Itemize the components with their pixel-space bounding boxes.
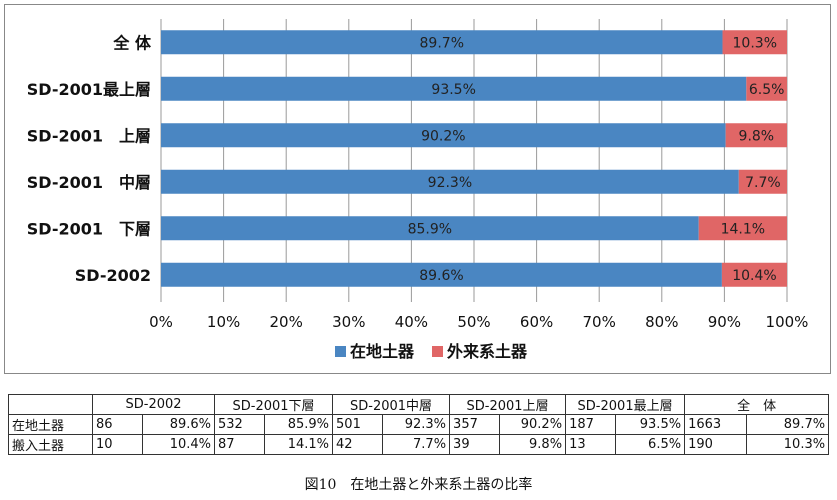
bar-segment: [161, 76, 747, 101]
table-header-cell: 全 体: [684, 394, 830, 415]
data-label: 6.5%: [749, 82, 785, 98]
table-header-cell: SD-2001最上層: [565, 394, 686, 415]
data-table: SD-2002 SD-2001下層 SD-2001中層 SD-2001上層 SD-200…: [8, 394, 830, 455]
table-count-cell: 1663: [684, 414, 748, 435]
data-label: 10.4%: [732, 268, 776, 284]
tick-layer: 0% 10% 20% 30% 40% 50% 60% 70% 80% 90% 100%: [149, 313, 808, 331]
table-count-cell: 86: [92, 414, 143, 435]
category-label: SD-2001 中層: [27, 173, 151, 192]
stacked-bar-chart: 全 体 89.7% 10.3% SD-2001最上層 93.5% 6.5% SD-2001 …: [27, 19, 808, 361]
table-count-cell: 357: [449, 414, 501, 435]
table-count-cell: 87: [214, 434, 266, 455]
table-percent-cell: 14.1%: [264, 434, 334, 455]
bar-segment: [738, 169, 787, 194]
x-tick-label: 40%: [395, 313, 428, 331]
data-label: 93.5%: [431, 82, 475, 98]
table-row: 在地土器 86 89.6% 532 85.9% 501 92.3% 357 90.2% 187 93…: [8, 414, 830, 435]
x-tick-label: 80%: [645, 313, 678, 331]
bar-layer: [161, 30, 787, 287]
legend-label: 在地土器: [350, 342, 415, 361]
category-label: SD-2001 下層: [27, 219, 151, 238]
data-label: 90.2%: [421, 128, 465, 144]
bar-segment: [161, 169, 739, 194]
bar-segment: [161, 30, 723, 55]
table-count-cell: 13: [565, 434, 617, 455]
table-percent-cell: 85.9%: [264, 414, 334, 435]
table-header-cell: SD-2001上層: [449, 394, 567, 415]
table-row: 搬入土器 10 10.4% 87 14.1% 42 7.7% 39 9.8% 13 6.5% 190 1…: [8, 434, 830, 455]
table-header-cell: SD-2001中層: [332, 394, 451, 415]
bar-segment: [161, 262, 722, 287]
bar-segment: [722, 30, 787, 55]
legend-label: 外来系土器: [446, 342, 528, 361]
label-layer: 全 体 89.7% 10.3% SD-2001最上層 93.5% 6.5% SD-2001 …: [27, 33, 785, 285]
legend-swatch: [432, 346, 443, 357]
table-percent-cell: 93.5%: [615, 414, 686, 435]
table-header-cell: [8, 394, 93, 415]
table-count-cell: 532: [214, 414, 266, 435]
table-percent-cell: 10.3%: [746, 434, 830, 455]
x-tick-label: 0%: [149, 313, 173, 331]
table-header-cell: SD-2002: [91, 394, 216, 415]
table-percent-cell: 90.2%: [499, 414, 567, 435]
data-label: 89.7%: [420, 35, 464, 51]
x-tick-label: 10%: [207, 313, 240, 331]
bar-segment: [721, 262, 787, 287]
data-label: 10.3%: [733, 35, 777, 51]
table-count-cell: 42: [332, 434, 384, 455]
table-header-cell: SD-2001下層: [214, 394, 334, 415]
table-count-cell: 39: [449, 434, 501, 455]
data-label: 89.6%: [419, 268, 463, 284]
legend-swatch: [335, 346, 346, 357]
bar-segment: [725, 123, 787, 148]
table-header-row: SD-2002 SD-2001下層 SD-2001中層 SD-2001上層 SD-200…: [8, 394, 830, 415]
table-percent-cell: 92.3%: [382, 414, 451, 435]
x-tick-label: 20%: [270, 313, 303, 331]
data-label: 9.8%: [739, 128, 775, 144]
x-tick-label: 100%: [766, 313, 809, 331]
bar-segment: [161, 216, 699, 241]
table-count-cell: 501: [332, 414, 384, 435]
x-tick-label: 60%: [520, 313, 553, 331]
table-count-cell: 10: [92, 434, 143, 455]
legend: 在地土器 外来系土器: [335, 342, 528, 361]
table-percent-cell: 10.4%: [141, 434, 216, 455]
table-row-label: 在地土器: [8, 414, 93, 435]
table-percent-cell: 9.8%: [499, 434, 567, 455]
category-label: SD-2001最上層: [27, 80, 151, 99]
x-tick-label: 50%: [457, 313, 490, 331]
data-label: 7.7%: [745, 175, 781, 191]
grid-layer: [160, 19, 788, 302]
bar-segment: [161, 123, 726, 148]
chart-frame: 全 体 89.7% 10.3% SD-2001最上層 93.5% 6.5% SD-2001 …: [4, 4, 831, 374]
x-tick-label: 90%: [708, 313, 741, 331]
x-tick-label: 30%: [332, 313, 365, 331]
category-label: 全 体: [112, 33, 152, 52]
table-count-cell: 187: [565, 414, 617, 435]
x-tick-label: 70%: [583, 313, 616, 331]
table-percent-cell: 89.7%: [746, 414, 830, 435]
category-label: SD-2001 上層: [27, 126, 151, 145]
data-label: 92.3%: [428, 175, 472, 191]
bar-segment: [746, 76, 787, 101]
table-percent-cell: 6.5%: [615, 434, 686, 455]
data-label: 14.1%: [721, 221, 765, 237]
table-percent-cell: 7.7%: [382, 434, 451, 455]
category-label: SD-2002: [75, 266, 151, 285]
data-label: 85.9%: [408, 221, 452, 237]
table-count-cell: 190: [684, 434, 748, 455]
figure-caption: 図10 在地土器と外来系土器の比率: [304, 477, 533, 493]
table-percent-cell: 89.6%: [141, 414, 216, 435]
bar-segment: [698, 216, 787, 241]
table-row-label: 搬入土器: [8, 434, 93, 455]
